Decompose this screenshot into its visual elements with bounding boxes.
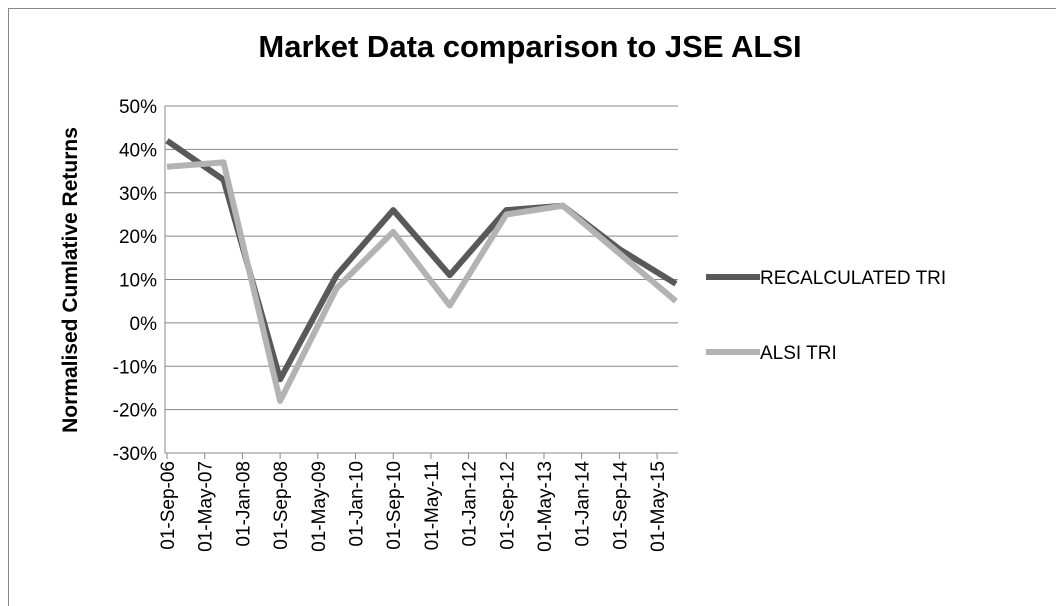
y-tick-label: -20% (113, 401, 157, 422)
legend-label: RECALCULATED TRI (760, 268, 946, 289)
y-tick-label: 0% (130, 314, 158, 335)
x-tick-label: 01-Jan-10 (347, 461, 368, 547)
legend-label: ALSI TRI (760, 343, 837, 364)
chart-title: Market Data comparison to JSE ALSI (258, 29, 801, 64)
y-tick-label: 40% (119, 140, 157, 161)
y-tick-label: 20% (119, 227, 157, 248)
x-tick-label: 01-May-07 (196, 461, 217, 552)
y-axis-title: Normalised Cumlative Returns (59, 127, 82, 433)
x-tick-label: 01-Sep-10 (384, 461, 405, 550)
chart-frame (8, 8, 1056, 606)
x-tick-label: 01-Sep-08 (271, 461, 292, 550)
series-line (166, 159, 678, 404)
x-tick-label: 01-Jan-14 (573, 461, 594, 547)
x-tick-label: 01-Jan-12 (460, 461, 481, 547)
series-line (165, 138, 678, 383)
y-tick-label: 10% (119, 271, 157, 292)
x-tick-label: 01-Sep-14 (610, 461, 631, 550)
x-tick-label: 01-May-11 (422, 461, 443, 550)
x-tick-label: 01-Sep-06 (158, 461, 179, 550)
y-tick-label: 50% (119, 97, 157, 118)
x-tick-label: 01-May-15 (648, 461, 669, 552)
y-tick-label: 30% (119, 184, 157, 205)
y-tick-label: -10% (113, 357, 157, 378)
y-tick-label: -30% (113, 444, 157, 465)
x-tick-label: 01-May-09 (309, 461, 330, 552)
x-tick-label: 01-Sep-12 (497, 461, 518, 550)
x-tick-label: 01-Jan-08 (233, 461, 254, 547)
x-tick-label: 01-May-13 (535, 461, 556, 552)
